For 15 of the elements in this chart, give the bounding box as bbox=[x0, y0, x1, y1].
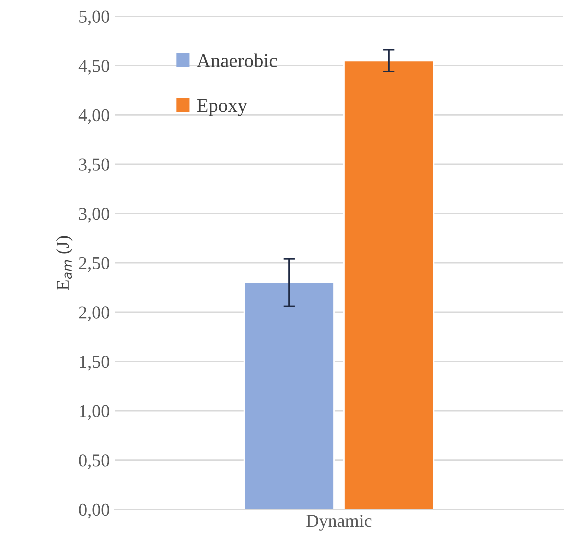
y-tick-label: 4,00 bbox=[78, 109, 110, 124]
legend-label: Anaerobic bbox=[196, 54, 278, 68]
x-tick-label: Dynamic bbox=[306, 515, 372, 531]
y-tick-label: 2,00 bbox=[79, 306, 110, 322]
y-tick-label: 1,50 bbox=[80, 356, 110, 371]
y-tick-label: 1,00 bbox=[80, 405, 110, 420]
y-tick-label: 0,00 bbox=[79, 504, 110, 519]
y-tick-label: 4,50 bbox=[78, 60, 110, 75]
y-axis-title: E$_{am}$ (J) bbox=[56, 236, 73, 290]
y-tick-label: 0,50 bbox=[79, 454, 110, 470]
y-tick-label: 2,50 bbox=[79, 257, 110, 272]
y-tick-label: 3,50 bbox=[79, 158, 110, 174]
legend-label: Epoxy bbox=[197, 99, 248, 116]
y-tick-label: 3,00 bbox=[79, 208, 110, 223]
y-tick-label: 5,00 bbox=[80, 10, 110, 26]
